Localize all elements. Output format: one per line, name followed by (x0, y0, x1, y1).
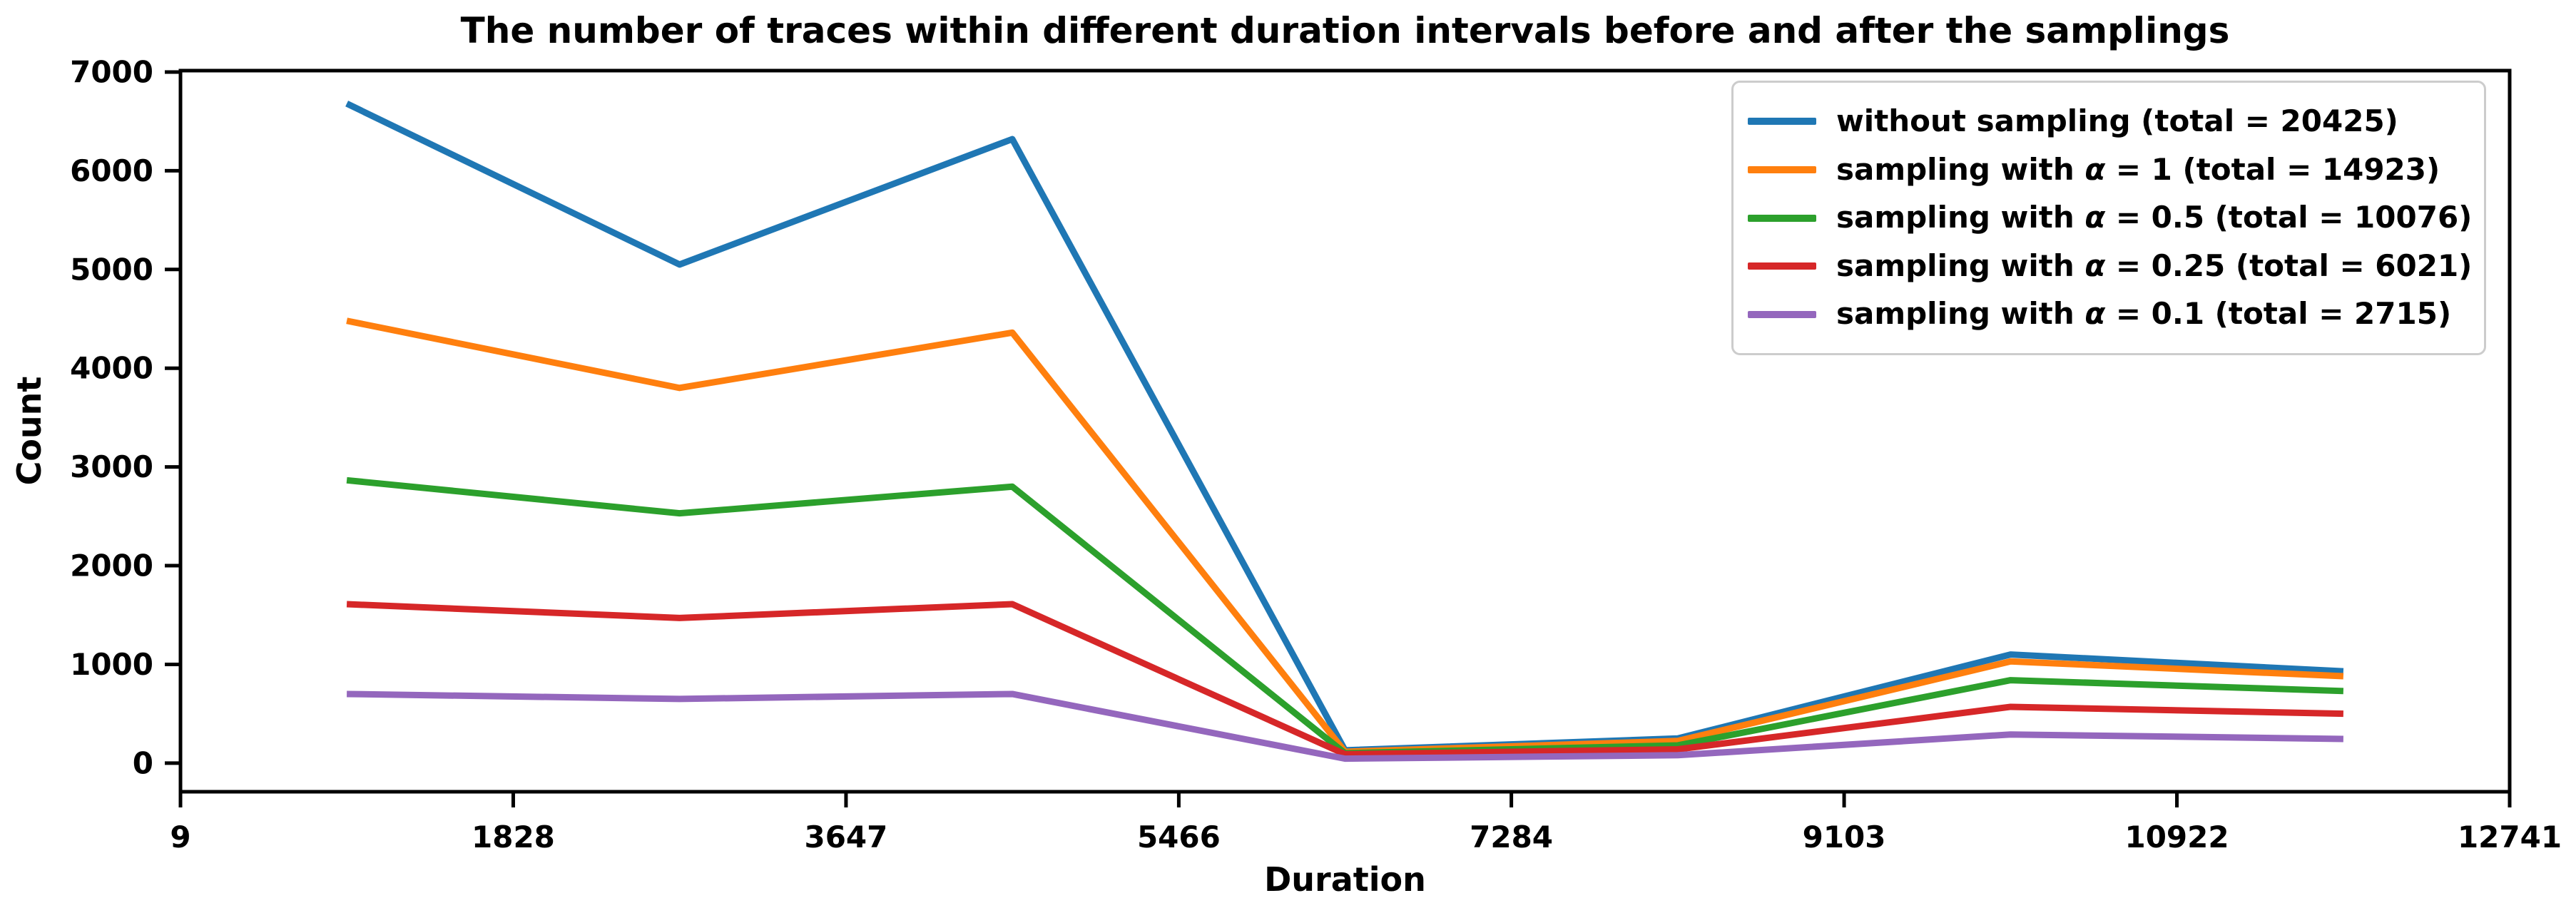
legend-swatch-1 (1748, 165, 1816, 173)
legend-label-1: sampling with α = 1 (total = 14923) (1836, 151, 2440, 187)
y-tick-label: 3000 (70, 449, 153, 484)
x-tick-label: 1828 (472, 820, 555, 855)
legend-label-0: without sampling (total = 20425) (1836, 103, 2398, 139)
x-axis-label: Duration (1264, 860, 1426, 899)
y-tick-label: 2000 (70, 549, 153, 583)
y-tick-label: 0 (133, 745, 153, 780)
legend: without sampling (total = 20425) sampling… (1731, 81, 2486, 355)
legend-swatch-2 (1748, 214, 1816, 222)
x-tick-label: 9103 (1803, 820, 1886, 855)
legend-swatch-0 (1748, 118, 1816, 126)
x-tick-label: 7284 (1470, 820, 1553, 855)
y-axis-label: Count (10, 376, 49, 486)
y-tick-label: 6000 (70, 153, 153, 188)
legend-item-3: sampling with α = 0.25 (total = 6021) (1748, 249, 2472, 282)
series-line-1 (346, 317, 2344, 755)
legend-label-4: sampling with α = 0.1 (total = 2715) (1836, 296, 2452, 332)
series-line-4 (347, 690, 2343, 762)
x-tick-label: 12741 (2458, 820, 2562, 855)
legend-item-2: sampling with α = 0.5 (total = 10076) (1748, 201, 2472, 234)
legend-item-4: sampling with α = 0.1 (total = 2715) (1748, 297, 2467, 330)
legend-swatch-3 (1748, 262, 1816, 270)
x-tick-label: 10922 (2124, 820, 2229, 855)
legend-swatch-4 (1748, 310, 1816, 318)
y-tick-label: 7000 (70, 54, 153, 89)
x-tick-label: 9 (170, 820, 190, 855)
x-tick-label: 5466 (1137, 820, 1221, 855)
y-tick-label: 5000 (70, 252, 153, 287)
legend-item-1: sampling with α = 1 (total = 14923) (1748, 153, 2467, 186)
legend-label-2: sampling with α = 0.5 (total = 10076) (1836, 200, 2473, 235)
legend-item-0: without sampling (total = 20425) (1748, 105, 2467, 138)
y-tick-label: 4000 (70, 351, 153, 386)
y-tick-label: 1000 (70, 647, 153, 682)
axes-box (178, 68, 2512, 794)
series-line-3 (346, 601, 2343, 758)
legend-label-3: sampling with α = 0.25 (total = 6021) (1836, 248, 2473, 283)
x-tick-label: 3647 (804, 820, 887, 855)
chart-title: The number of traces within different du… (460, 10, 2230, 51)
